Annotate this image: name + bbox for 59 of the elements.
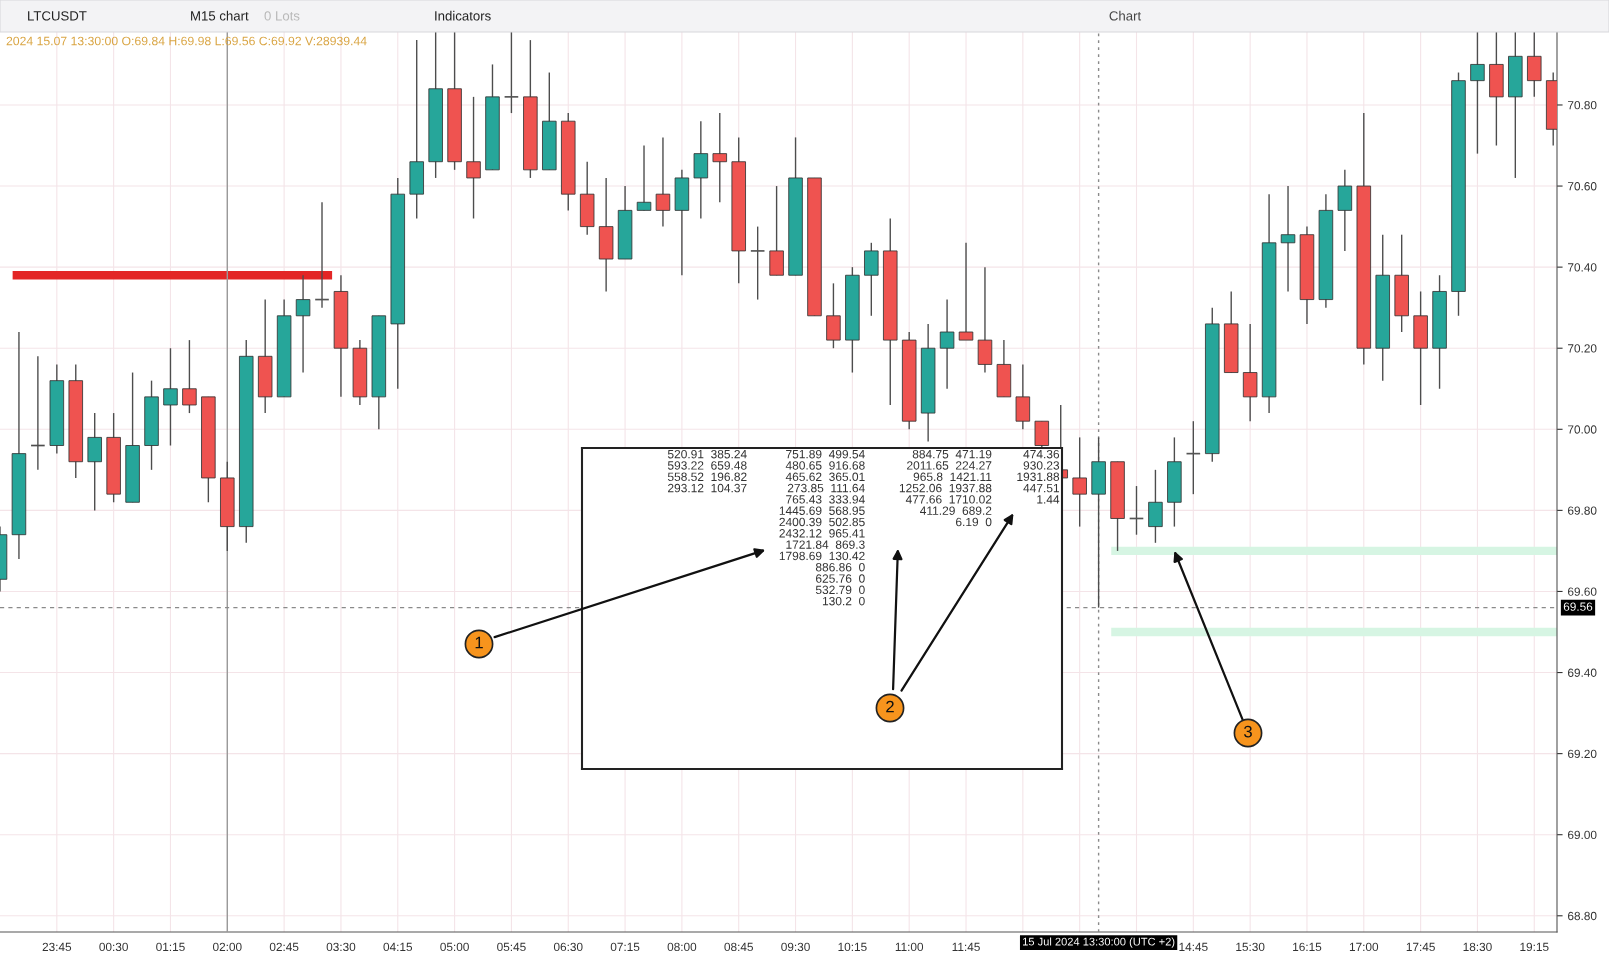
candlestick	[503, 32, 520, 114]
x-tick-label: 23:45	[42, 942, 72, 952]
y-tick-label: 69.80	[1568, 506, 1597, 515]
x-tick-label: 06:30	[553, 942, 583, 952]
text: 0 Lots	[264, 11, 300, 21]
x-tick-label: 17:00	[1349, 942, 1379, 952]
y-tick-label: 69.00	[1568, 830, 1597, 840]
y-tick-label: 68.80	[1568, 911, 1597, 921]
x-tick-label: 09:30	[781, 942, 810, 952]
x-tick-label: 07:15	[610, 942, 640, 952]
y-tick-label: 70.60	[1568, 182, 1597, 191]
text: Chart	[1109, 10, 1142, 21]
candlestick	[750, 225, 766, 301]
x-tick-label: 14:45	[1179, 942, 1208, 952]
y-tick-label: 70.20	[1568, 344, 1597, 353]
ref-line-label: 69.56	[1563, 602, 1593, 611]
x-tick-label: 11:00	[895, 942, 924, 952]
y-tick-label: 69.60	[1568, 587, 1597, 596]
x-tick-label: 00:30	[99, 942, 128, 952]
x-tick-label: 16:15	[1293, 942, 1322, 952]
y-tick-label: 69.40	[1568, 668, 1597, 677]
x-tick-label: 11:45	[952, 942, 980, 952]
candlestick	[958, 242, 974, 341]
x-tick-label: 08:00	[667, 942, 697, 952]
candlestick	[1280, 185, 1296, 293]
x-tick-label: 04:15	[383, 942, 413, 952]
y-tick-label: 70.00	[1568, 425, 1597, 434]
text: LTCUSDT	[28, 11, 87, 21]
x-tick-label: 05:45	[497, 942, 526, 952]
x-tick-label: 15:30	[1236, 942, 1265, 952]
annotation: 1	[475, 636, 483, 649]
x-tick-label: 08:45	[724, 942, 753, 952]
annotation: 2024 15.07 13:30:00 O:69.84 H:69.98 L:69.56 C:69.92 V:28939.44	[6, 36, 367, 46]
text: M15 chart	[191, 10, 249, 21]
x-tick-label: 18:30	[1463, 942, 1492, 952]
y-tick-label: 69.20	[1568, 749, 1597, 759]
x-tick-label: 05:00	[440, 942, 469, 952]
x-tick-label: 02:45	[269, 942, 299, 952]
x-tick-label: 17:45	[1406, 942, 1435, 952]
candlestick	[295, 274, 311, 374]
candlestick	[182, 339, 197, 414]
candlestick	[1072, 436, 1087, 528]
candlestick	[636, 144, 652, 212]
ref-line-label: 15 Jul 2024 13:30:00 (UTC +2)	[1023, 937, 1175, 948]
x-tick-label: 02:00	[212, 942, 242, 952]
candlestick	[712, 112, 728, 203]
x-tick-label: 19:15	[1520, 942, 1549, 952]
candlestick	[939, 298, 955, 390]
annotation: 3	[1244, 725, 1252, 738]
x-tick-label: 01:15	[156, 942, 185, 952]
x-tick-label: 03:30	[326, 942, 356, 952]
candlestick	[1470, 32, 1485, 155]
y-tick-label: 70.40	[1568, 263, 1597, 272]
candlestick	[466, 96, 481, 220]
candlestick	[655, 136, 671, 228]
candlestick	[163, 347, 178, 447]
text: Indicators	[435, 10, 491, 21]
y-tick-label: 70.80	[1568, 101, 1597, 110]
x-tick-label: 10:15	[838, 942, 867, 952]
